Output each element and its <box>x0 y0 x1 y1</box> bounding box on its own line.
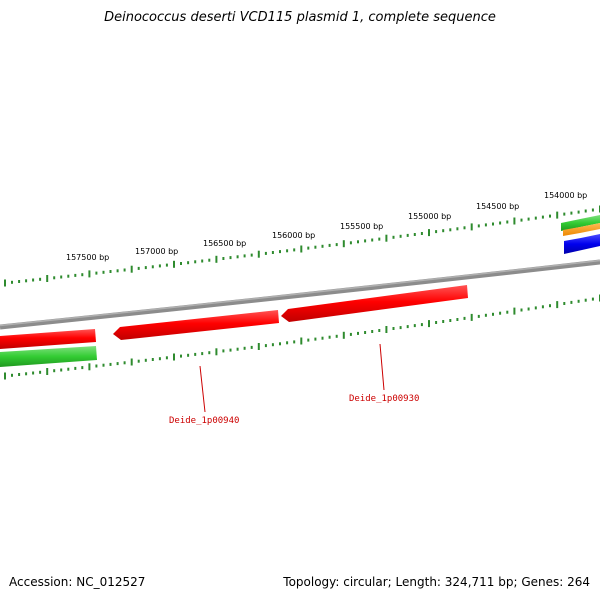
feature-green-outer <box>561 215 600 231</box>
gene-arrow-left-edge <box>0 329 96 349</box>
leader-line-deide-1p00940 <box>199 365 206 413</box>
plasmid-backbone-highlight <box>0 259 600 327</box>
tick-label-157000: 157000 bp <box>135 247 178 256</box>
tick-label-156500: 156500 bp <box>203 239 246 248</box>
tick-label-156000: 156000 bp <box>272 231 315 240</box>
feature-blue-outer <box>564 234 600 254</box>
gene-arrow-deide-1p00930 <box>281 285 468 322</box>
map-title: Deinococcus deserti VCD115 plasmid 1, co… <box>104 10 496 25</box>
feature-green-inner <box>0 346 97 367</box>
topology-summary: Topology: circular; Length: 324,711 bp; … <box>283 575 590 589</box>
gene-arrow-deide-1p00940 <box>113 310 279 340</box>
outer-tick-labels: 157500 bp 157000 bp 156500 bp 156000 bp … <box>66 191 587 262</box>
feature-orange-outer <box>563 223 600 236</box>
gene-label-deide-1p00940: Deide_1p00940 <box>169 416 239 426</box>
tick-label-157500: 157500 bp <box>66 253 109 262</box>
tick-label-154000: 154000 bp <box>544 191 587 200</box>
tick-label-155000: 155000 bp <box>408 212 451 221</box>
inner-tick-ruler <box>4 294 600 380</box>
tick-label-154500: 154500 bp <box>476 202 519 211</box>
outer-tick-ruler <box>4 205 600 287</box>
gene-label-deide-1p00930: Deide_1p00930 <box>349 394 419 404</box>
accession-text: Accession: NC_012527 <box>9 575 146 589</box>
leader-line-deide-1p00930 <box>379 343 385 391</box>
plasmid-backbone <box>0 259 600 330</box>
tick-label-155500: 155500 bp <box>340 222 383 231</box>
